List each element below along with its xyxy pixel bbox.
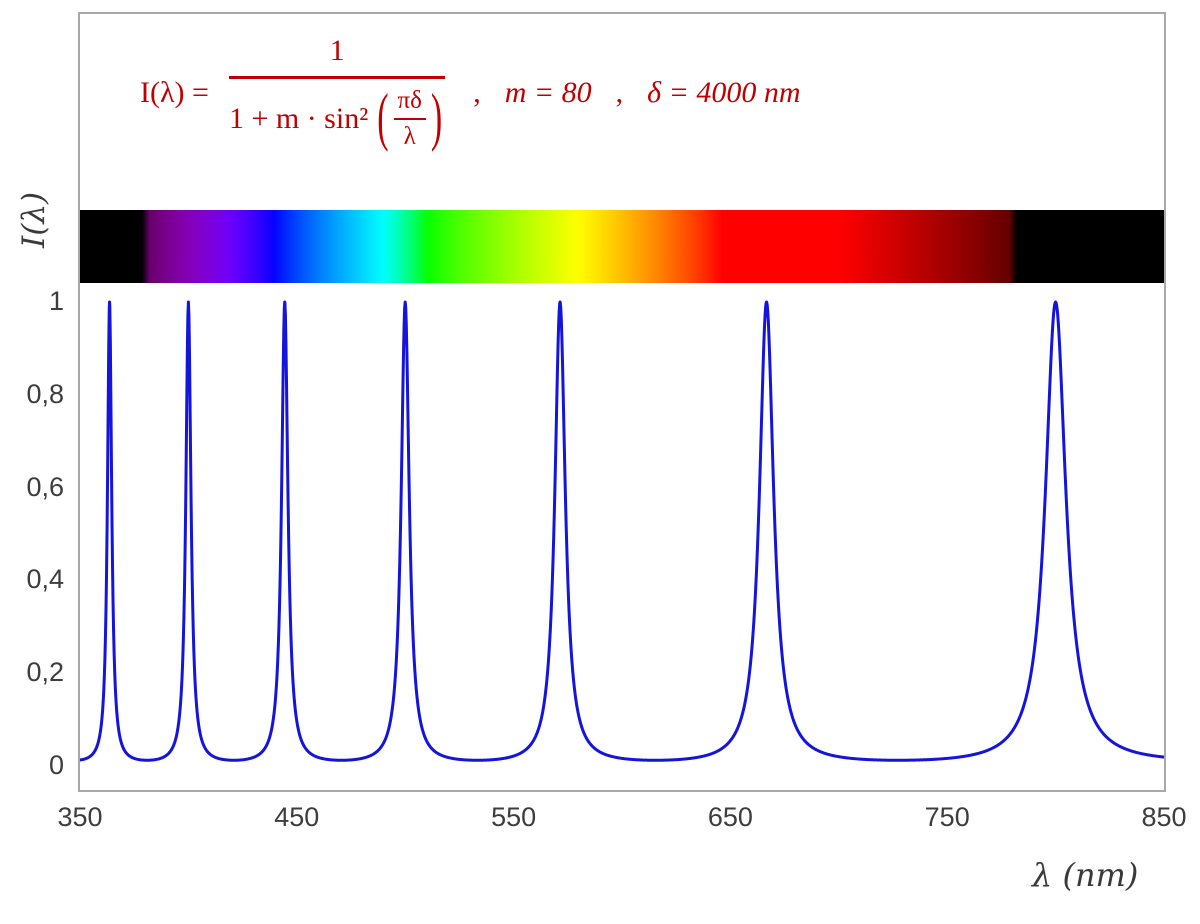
formula-m-value: m = 80 <box>504 75 592 109</box>
x-tick-label: 650 <box>707 802 753 832</box>
formula-numerator: 1 <box>228 34 446 79</box>
y-tick-label: 1 <box>48 286 64 316</box>
y-tick-label: 0,8 <box>26 378 64 409</box>
x-tick-label: 450 <box>274 802 320 832</box>
formula-comma: , <box>615 75 624 109</box>
formula-fraction: 1 1 + m · sin² ( πδ λ ) <box>228 34 446 151</box>
formula-comma: , <box>473 75 481 109</box>
right-paren: ) <box>430 82 443 154</box>
intensity-curve <box>80 300 1164 762</box>
y-axis-ticks: 0 0,2 0,4 0,6 0,8 1 <box>0 0 66 924</box>
y-tick-label: 0,6 <box>26 471 64 502</box>
formula-delta-value: δ = 4000 nm <box>647 75 801 109</box>
formula-denominator: 1 + m · sin² ( πδ λ ) <box>229 79 445 151</box>
plot-border <box>78 12 1166 792</box>
left-paren: ( <box>377 82 389 154</box>
curve-line <box>80 300 1164 762</box>
y-tick-label: 0 <box>48 750 64 780</box>
formula-inner-fraction: πδ λ <box>393 87 426 151</box>
x-tick-label: 350 <box>57 802 103 832</box>
x-tick-label: 750 <box>924 802 970 832</box>
formula-inner-numerator: πδ <box>393 87 426 120</box>
formula: I(λ) = 1 1 + m · sin² ( πδ λ ) , m = 80 … <box>140 34 801 151</box>
formula-den-prefix: 1 + m · sin² <box>228 102 369 135</box>
x-tick-label: 850 <box>1141 802 1187 832</box>
y-tick-label: 0,2 <box>26 657 64 688</box>
formula-inner-denominator: λ <box>403 123 416 150</box>
x-axis-label: λ (nm) <box>1032 856 1139 894</box>
spectrum-bar <box>80 210 1164 283</box>
x-tick-label: 550 <box>491 802 537 832</box>
y-tick-label: 0,4 <box>26 564 64 595</box>
formula-lhs: I(λ) = <box>140 75 209 109</box>
x-axis-ticks: 350 450 550 650 750 850 <box>0 802 1200 838</box>
